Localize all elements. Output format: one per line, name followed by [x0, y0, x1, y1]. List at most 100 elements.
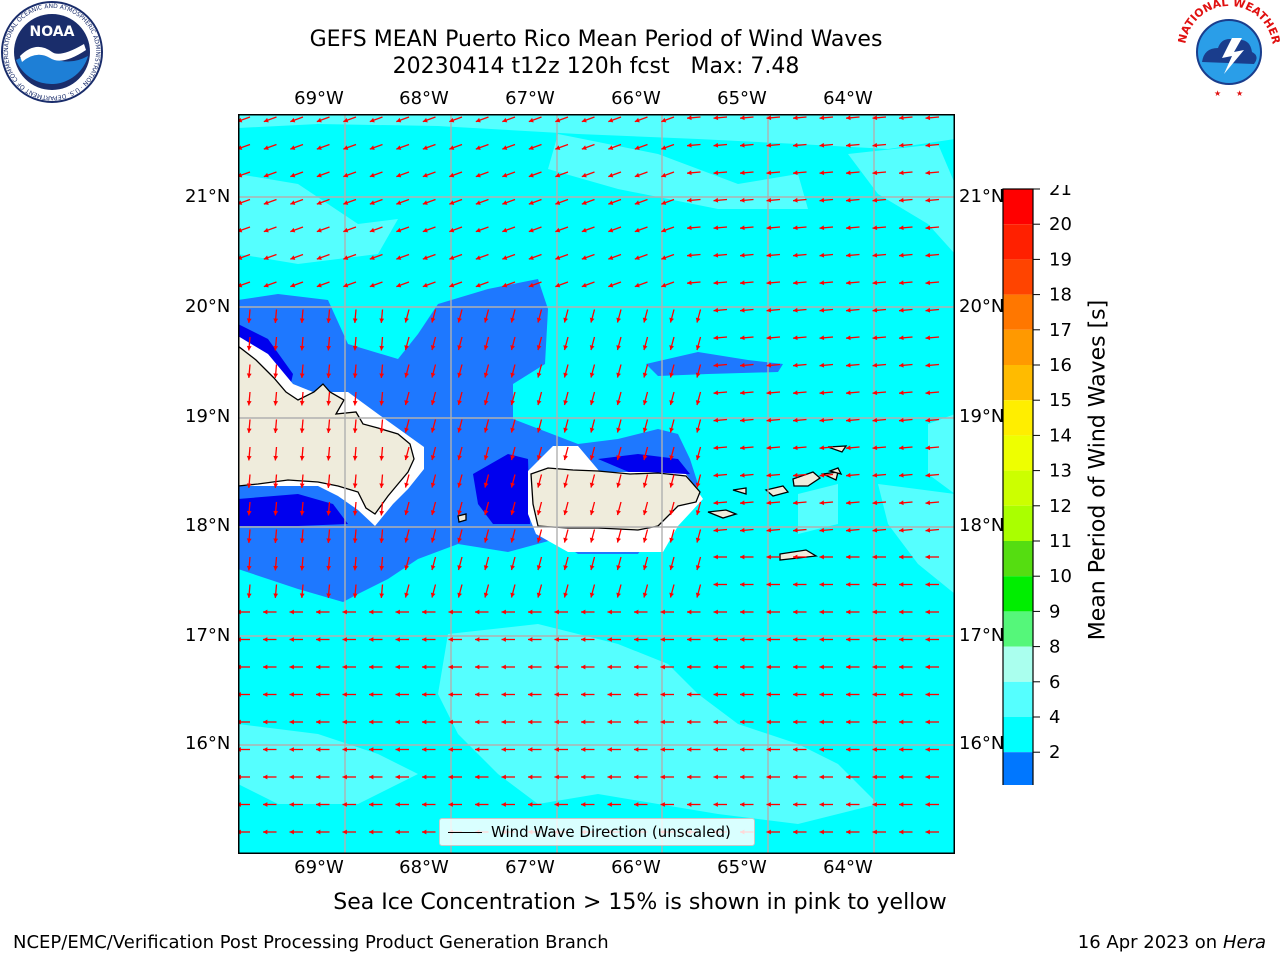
- wave-direction-arrow: [766, 664, 780, 670]
- wave-direction-arrow: [502, 116, 516, 123]
- wave-direction-arrow: [687, 802, 701, 807]
- wave-direction-arrow: [792, 390, 807, 396]
- wave-direction-arrow: [501, 664, 515, 670]
- svg-text:★: ★: [1236, 89, 1243, 98]
- wave-direction-arrow: [695, 474, 702, 488]
- wave-direction-arrow: [713, 142, 728, 148]
- wave-direction-arrow: [379, 501, 385, 516]
- wave-direction-arrow: [263, 143, 277, 150]
- wave-direction-arrow: [342, 692, 356, 697]
- wave-direction-arrow: [563, 584, 569, 598]
- wave-direction-arrow: [766, 719, 780, 725]
- wave-direction-arrow: [290, 171, 304, 178]
- wave-direction-arrow: [740, 802, 754, 807]
- wave-direction-arrow: [343, 116, 357, 123]
- colorbar-band: [1003, 541, 1033, 577]
- wave-direction-arrow: [581, 692, 595, 697]
- colorbar-band: [1003, 681, 1033, 717]
- wave-direction-arrow: [395, 637, 409, 642]
- wave-direction-arrow: [766, 609, 780, 615]
- wave-direction-arrow: [501, 774, 515, 780]
- wave-direction-arrow: [369, 281, 383, 288]
- wave-direction-arrow: [616, 501, 622, 516]
- wave-direction-arrow: [766, 445, 781, 451]
- wave-direction-arrow: [687, 609, 701, 615]
- wave-direction-arrow: [342, 609, 356, 615]
- wave-direction-arrow: [369, 198, 383, 205]
- legend-line-swatch: [448, 832, 482, 833]
- wave-direction-arrow: [343, 198, 357, 205]
- wave-direction-arrow: [661, 116, 675, 123]
- wave-direction-arrow: [846, 802, 860, 807]
- wave-direction-arrow: [846, 554, 860, 560]
- wave-direction-arrow: [872, 307, 887, 313]
- wave-direction-arrow: [316, 253, 330, 260]
- wave-direction-arrow: [616, 556, 622, 571]
- wave-direction-arrow: [422, 171, 436, 178]
- wave-direction-arrow: [263, 637, 277, 642]
- wave-direction-arrow: [396, 198, 410, 205]
- wave-direction-arrow: [766, 802, 780, 807]
- wave-direction-arrow: [686, 197, 701, 203]
- wave-direction-arrow: [422, 774, 436, 780]
- wave-direction-arrow: [608, 143, 622, 150]
- wave-direction-arrow: [342, 637, 356, 642]
- wave-direction-arrow: [342, 664, 356, 670]
- wave-direction-arrow: [379, 584, 385, 599]
- wave-direction-arrow: [872, 609, 886, 615]
- wave-direction-arrow: [898, 307, 913, 313]
- wave-direction-arrow: [246, 584, 252, 599]
- wave-direction-arrow: [739, 225, 754, 231]
- wave-direction-arrow: [502, 281, 516, 288]
- wave-direction-arrow: [369, 719, 383, 725]
- wave-direction-arrow: [793, 829, 807, 835]
- wave-direction-arrow: [563, 309, 569, 323]
- wave-direction-arrow: [510, 336, 516, 351]
- wave-direction-arrow: [263, 116, 277, 123]
- wave-direction-arrow: [422, 802, 436, 807]
- wave-direction-arrow: [925, 472, 940, 478]
- wave-direction-arrow: [554, 692, 568, 697]
- wave-direction-arrow: [501, 802, 515, 807]
- wave-direction-arrow: [449, 281, 463, 288]
- lat-tick-right: 19°N: [959, 406, 1005, 427]
- wave-direction-arrow: [475, 609, 489, 615]
- wave-direction-arrow: [607, 747, 621, 752]
- wave-direction-arrow: [501, 637, 515, 642]
- svg-text:★: ★: [1214, 89, 1221, 98]
- wave-direction-arrow: [642, 584, 649, 598]
- wave-direction-arrow: [898, 417, 913, 423]
- wave-direction-arrow: [845, 500, 860, 506]
- wave-direction-arrow: [846, 829, 860, 835]
- wave-direction-arrow: [581, 719, 595, 725]
- wave-direction-arrow: [289, 609, 303, 615]
- wave-direction-arrow: [792, 307, 807, 313]
- wave-direction-arrow: [792, 142, 807, 148]
- wave-direction-arrow: [379, 391, 385, 406]
- wave-direction-arrow: [607, 774, 621, 780]
- wave-direction-arrow: [925, 225, 940, 231]
- wave-direction-arrow: [872, 115, 887, 121]
- wave-direction-arrow: [581, 609, 595, 615]
- wave-direction-arrow: [713, 719, 727, 725]
- wave-direction-arrow: [316, 774, 330, 780]
- wave-direction-arrow: [845, 362, 860, 368]
- wave-direction-arrow: [475, 664, 489, 670]
- wave-direction-arrow: [395, 692, 409, 697]
- wave-direction-arrow: [713, 417, 728, 423]
- wave-direction-arrow: [536, 474, 543, 488]
- wave-direction-arrow: [695, 336, 702, 351]
- wave-direction-arrow: [589, 474, 596, 488]
- wave-direction-arrow: [475, 143, 489, 150]
- wave-direction-arrow: [872, 500, 887, 506]
- wave-direction-arrow: [430, 364, 437, 378]
- wave-direction-arrow: [872, 829, 886, 835]
- wave-direction-arrow: [819, 829, 833, 835]
- wave-direction-arrow: [422, 253, 436, 260]
- wave-direction-arrow: [430, 529, 437, 543]
- lon-tick-top: 65°W: [717, 88, 767, 109]
- wave-direction-arrow: [299, 556, 305, 571]
- wave-direction-arrow: [925, 115, 940, 121]
- wave-direction-arrow: [343, 281, 357, 288]
- wave-direction-arrow: [510, 584, 516, 598]
